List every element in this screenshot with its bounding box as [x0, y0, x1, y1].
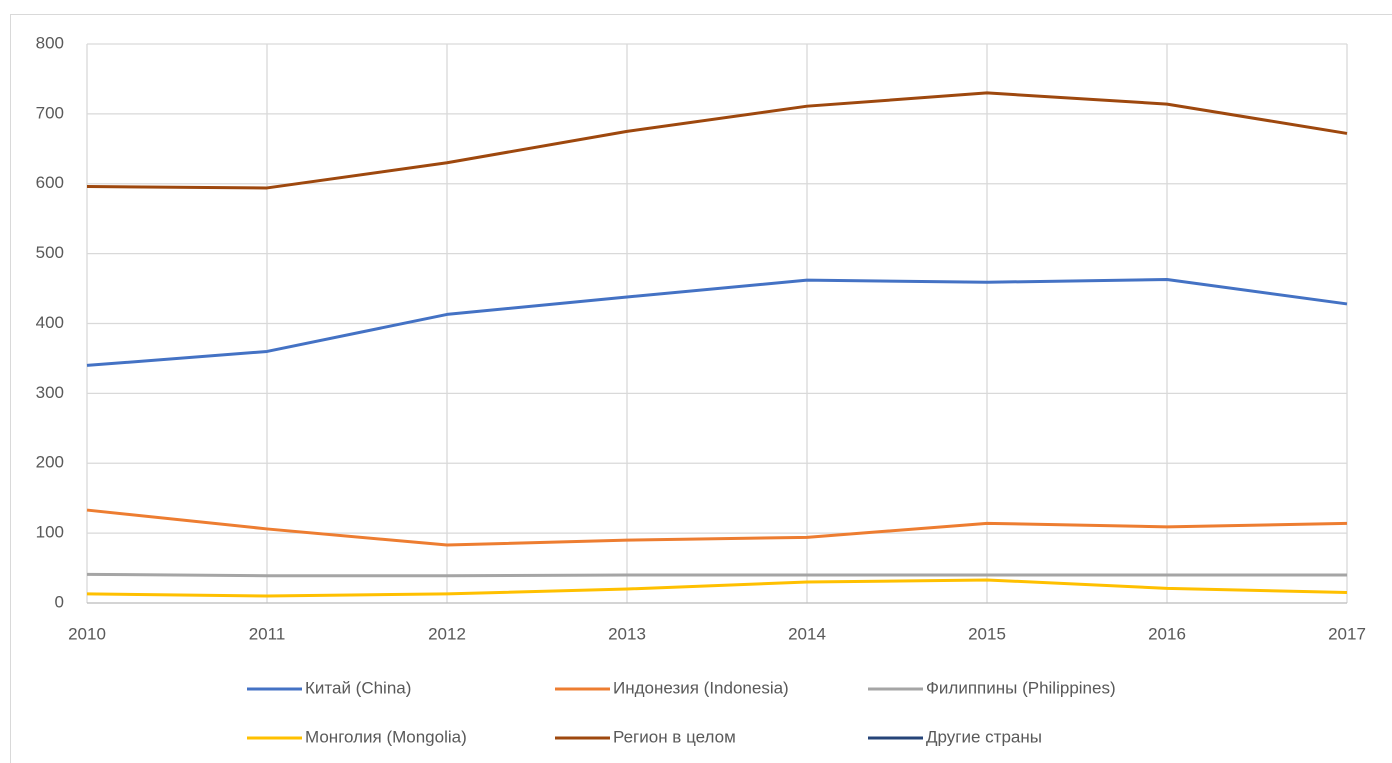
x-tick-label: 2016	[1148, 624, 1186, 643]
y-tick-label: 0	[55, 592, 64, 611]
y-tick-label: 100	[36, 523, 64, 542]
y-tick-label: 700	[36, 103, 64, 122]
x-tick-label: 2010	[68, 624, 106, 643]
x-tick-label: 2014	[788, 624, 826, 643]
series-line	[86, 91, 1348, 190]
chart-frame	[10, 14, 1392, 763]
y-tick-label: 200	[36, 453, 64, 472]
x-tick-label: 2015	[968, 624, 1006, 643]
legend-label: Филиппины (Philippines)	[926, 678, 1116, 697]
x-tick-label: 2013	[608, 624, 646, 643]
legend-label: Монголия (Mongolia)	[305, 727, 467, 746]
x-tick-label: 2011	[249, 624, 286, 643]
y-tick-label: 400	[36, 313, 64, 332]
legend-label: Регион в целом	[613, 727, 736, 746]
series-line	[86, 572, 1347, 578]
x-tick-label: 2012	[428, 624, 466, 643]
legend-label: Индонезия (Indonesia)	[613, 678, 789, 697]
y-tick-label: 500	[36, 243, 64, 262]
x-tick-label: 2017	[1328, 624, 1366, 643]
series-line	[86, 277, 1348, 367]
y-tick-label: 600	[36, 173, 64, 192]
series-line	[86, 578, 1348, 598]
legend-label: Китай (China)	[305, 678, 411, 697]
y-tick-label: 300	[36, 383, 64, 402]
legend-label: Другие страны	[926, 727, 1042, 746]
series-line	[86, 508, 1348, 547]
y-tick-label: 800	[36, 33, 64, 52]
